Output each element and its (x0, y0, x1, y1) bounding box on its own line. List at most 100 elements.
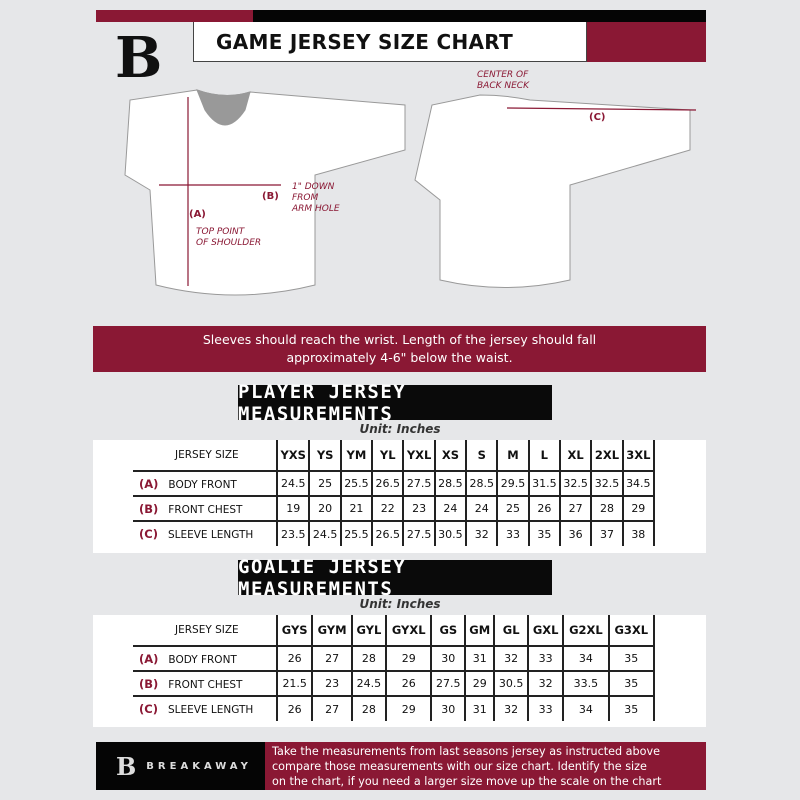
table-cell: 29.5 (496, 470, 530, 497)
table-cell: 32 (527, 670, 565, 697)
table-cell: 31 (464, 695, 496, 721)
table-cell: 36 (558, 520, 593, 546)
table-row: (B) FRONT CHEST 21.5 23 24.5 26 27.5 29 30.5 32 33… (133, 670, 656, 697)
footer-instructions: Take the measurements from last seasons … (265, 742, 706, 790)
goalie-section-title: GOALIE JERSEY MEASUREMENTS (238, 556, 552, 600)
measurement-name: FRONT CHEST (168, 503, 243, 516)
table-cell: 35 (607, 670, 656, 697)
banner-line: Sleeves should reach the wrist. Length o… (202, 332, 597, 347)
top-black-bar (253, 10, 706, 22)
table-cell: 24.5 (308, 520, 342, 546)
size-header: GXL (527, 615, 565, 647)
table-cell: 26 (527, 495, 562, 522)
size-header: YL (371, 440, 405, 472)
table-row: (A) BODY FRONT 26 27 28 29 30 31 32 33 34 35 (133, 645, 656, 672)
table-cell: 34 (562, 645, 610, 672)
table-cell: 28 (350, 695, 387, 721)
annotation-back-neck: CENTER OF BACK NECK (477, 70, 529, 92)
footer-line: Take the measurements from last seasons … (272, 745, 660, 758)
annotation-line: 1" DOWN (292, 182, 335, 192)
jersey-size-header: JERSEY SIZE (133, 615, 278, 647)
table-cell: 28 (350, 645, 387, 672)
annotation-line: TOP POINT (196, 227, 245, 237)
measurement-code: (B) (139, 501, 159, 516)
table-cell: 26 (275, 645, 314, 672)
footer-line: on the chart, if you need a larger size … (272, 775, 662, 788)
footer-brand-block: B BREAKAWAY (96, 742, 265, 790)
measurement-code: (A) (139, 476, 159, 491)
table-cell: 35 (607, 695, 656, 721)
annotation-line: ARM HOLE (292, 204, 340, 214)
table-cell: 21.5 (275, 670, 314, 697)
table-cell: 27 (311, 645, 353, 672)
size-header: GYXL (384, 615, 433, 647)
label-c: (C) (589, 112, 606, 123)
size-header: XL (558, 440, 593, 472)
table-row: (A) BODY FRONT 24.5 25 25.5 26.5 27.5 28.5 28.5 2… (133, 470, 656, 497)
size-header: YXL (402, 440, 436, 472)
goalie-unit-label: Unit: Inches (359, 597, 441, 611)
measurement-code: (A) (139, 651, 159, 666)
table-cell: 30 (430, 645, 467, 672)
table-header-row: JERSEY SIZE GYS GYM GYL GYXL GS GM GL GXL G2XL G3X… (133, 615, 656, 647)
table-cell: 28 (590, 495, 624, 522)
player-unit-label: Unit: Inches (359, 422, 441, 436)
table-cell: 38 (621, 520, 656, 546)
jersey-diagram (124, 89, 697, 296)
size-header: XS (433, 440, 468, 472)
table-cell: 32 (493, 695, 530, 721)
table-cell: 24.5 (275, 470, 311, 497)
jersey-size-header: JERSEY SIZE (133, 440, 278, 472)
table-cell: 24 (465, 495, 499, 522)
table-cell: 33.5 (562, 670, 610, 697)
measurement-name: FRONT CHEST (168, 678, 243, 691)
size-header: G3XL (607, 615, 656, 647)
annotation-line: CENTER OF (477, 70, 529, 80)
row-label: (B) FRONT CHEST (133, 495, 278, 522)
table-cell: 32.5 (590, 470, 624, 497)
table-cell: 26.5 (371, 470, 405, 497)
measurement-name: SLEEVE LENGTH (167, 529, 254, 541)
measurement-name: BODY FRONT (168, 653, 237, 666)
table-cell: 27 (558, 495, 593, 522)
size-header: L (527, 440, 562, 472)
table-cell: 26.5 (371, 520, 405, 546)
table-cell: 33 (527, 695, 565, 721)
player-size-table: JERSEY SIZE YXS YS YM YL YXL XS S M L XL 2XL 3XL (A) B… (133, 440, 656, 546)
size-header: YM (339, 440, 374, 472)
table-cell: 29 (384, 645, 433, 672)
size-header: GYS (275, 615, 314, 647)
table-cell: 23 (311, 670, 353, 697)
goalie-size-table: JERSEY SIZE GYS GYM GYL GYXL GS GM GL GXL G2XL G3X… (133, 615, 656, 721)
table-cell: 20 (308, 495, 342, 522)
table-cell: 29 (464, 670, 496, 697)
table-cell: 24 (433, 495, 468, 522)
measurement-code: (B) (139, 676, 159, 691)
table-cell: 27.5 (402, 470, 436, 497)
top-accent-bar (96, 10, 253, 22)
table-cell: 35 (527, 520, 562, 546)
breakaway-logo-icon: B (116, 751, 137, 781)
size-header: GYM (311, 615, 353, 647)
title-accent-block (587, 22, 706, 62)
table-row: (C) SLEEVE LENGTH 26 27 28 29 30 31 32 33 34 35 (133, 695, 656, 721)
table-cell: 29 (384, 695, 433, 721)
label-a: (A) (189, 209, 206, 220)
table-cell: 19 (275, 495, 311, 522)
table-cell: 25.5 (339, 520, 374, 546)
label-b: (B) (262, 191, 279, 202)
table-cell: 30.5 (493, 670, 530, 697)
annotation-line: BACK NECK (477, 81, 529, 91)
annotation-line: OF SHOULDER (196, 238, 262, 248)
table-header-row: JERSEY SIZE YXS YS YM YL YXL XS S M L XL 2XL 3XL (133, 440, 656, 472)
front-collar (196, 89, 251, 126)
row-label: (B) FRONT CHEST (133, 670, 278, 697)
measurement-name: BODY FRONT (168, 478, 237, 491)
table-cell: 28.5 (465, 470, 499, 497)
table-cell: 27 (311, 695, 353, 721)
table-row: (C) SLEEVE LENGTH 23.5 24.5 25.5 26.5 27.5 30.5… (133, 520, 656, 546)
table-cell: 21 (339, 495, 374, 522)
annotation-arm-hole: 1" DOWN FROM ARM HOLE (292, 182, 340, 215)
table-cell: 30 (430, 695, 467, 721)
measure-c-line (506, 107, 697, 111)
